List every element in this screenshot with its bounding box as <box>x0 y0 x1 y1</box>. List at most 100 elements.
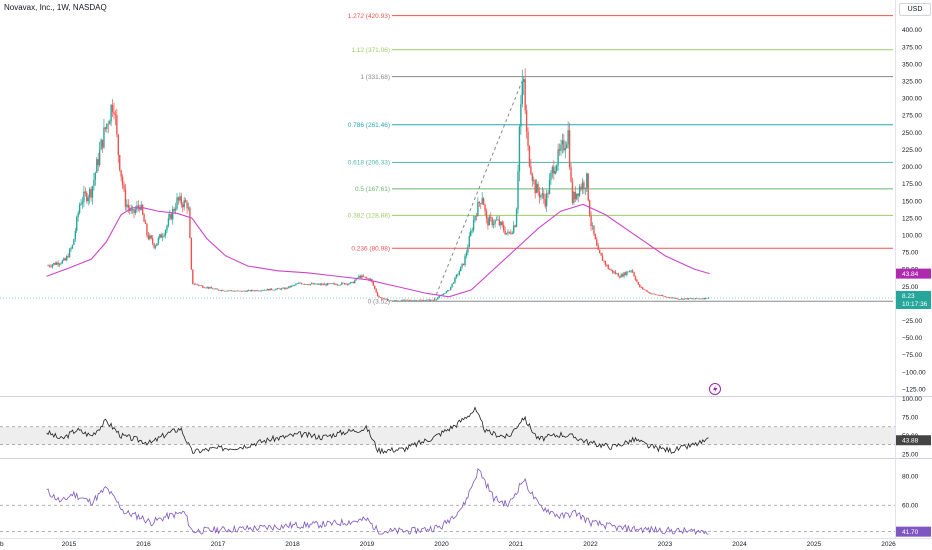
candle-body <box>659 295 661 297</box>
candle-body <box>454 277 456 283</box>
price-axis-tick: −125.00 <box>902 386 926 393</box>
candle-body <box>551 166 554 173</box>
candle-body <box>455 274 458 278</box>
candle-body <box>117 134 119 156</box>
candle-body <box>481 198 483 204</box>
candle-body <box>435 299 438 301</box>
candle-body <box>417 300 419 302</box>
candle-body <box>535 183 538 194</box>
candle-body <box>227 290 230 292</box>
candle-body <box>364 276 366 278</box>
candle-body <box>524 79 526 111</box>
candle-body <box>682 298 684 300</box>
candle-body <box>611 269 614 273</box>
candle-body <box>617 273 619 277</box>
candle-body <box>497 219 499 221</box>
lower-indicator-line <box>46 468 709 536</box>
candle-body <box>263 289 266 291</box>
candle-body <box>180 196 183 205</box>
candle-body <box>594 234 597 240</box>
candle-body <box>329 283 332 285</box>
lightning-icon[interactable] <box>709 383 721 395</box>
last-price-tag-text: 10:17:36 <box>902 301 928 308</box>
candle-body <box>656 294 658 296</box>
candle-body <box>104 127 107 129</box>
candle-body <box>507 231 509 233</box>
candle-body <box>146 223 148 235</box>
candle-body <box>137 205 140 208</box>
candle-body <box>318 283 320 285</box>
candle-body <box>73 238 75 245</box>
candle-body <box>226 290 228 292</box>
candle-body <box>262 290 264 291</box>
lower-indicator-pane[interactable] <box>0 468 895 536</box>
candle-body <box>657 294 660 296</box>
candle-body <box>508 231 511 233</box>
candle-body <box>694 298 697 299</box>
candle-body <box>96 159 98 173</box>
candle-body <box>358 275 360 279</box>
candle-body <box>530 166 532 175</box>
candle-body <box>310 283 313 285</box>
candle-body <box>172 209 174 220</box>
candle-body <box>351 281 353 283</box>
rsi-axis-tick: 25.00 <box>902 452 919 459</box>
candle-body <box>419 299 422 301</box>
candle-body <box>346 283 349 285</box>
candle-body <box>331 283 333 285</box>
candle-body <box>458 271 460 275</box>
candle-body <box>427 299 429 301</box>
candle-body <box>174 208 177 211</box>
candle-body <box>236 290 238 292</box>
candle-body <box>239 290 241 292</box>
candle-body <box>282 287 284 289</box>
price-axis-tick: 175.00 <box>902 181 922 188</box>
candle-body <box>253 290 256 292</box>
candle-body <box>88 189 91 198</box>
candle-body <box>260 290 263 292</box>
candle-body <box>627 271 630 273</box>
candle-body <box>641 287 644 290</box>
candle-body <box>593 225 595 235</box>
candle-body <box>485 211 488 219</box>
candle-body <box>78 204 81 213</box>
currency-button[interactable]: USD <box>899 3 931 16</box>
time-axis-edge-label: b <box>0 541 4 548</box>
candle-body <box>441 294 443 296</box>
candle-body <box>547 193 549 194</box>
candle-body <box>323 283 326 285</box>
candle-body <box>149 235 151 239</box>
candle-body <box>684 298 687 300</box>
candle-body <box>139 207 141 210</box>
candle-body <box>322 283 324 285</box>
candle-body <box>580 186 582 190</box>
candle-body <box>608 268 611 270</box>
price-pane[interactable]: 1.272 (420.93) 1.12 (371.06) 1 (331.68) 0.7… <box>0 13 895 306</box>
candle-body <box>398 300 400 302</box>
lower-value-tag: 41.70 <box>896 526 931 537</box>
rsi-pane[interactable] <box>0 406 895 455</box>
candle-body <box>376 292 379 297</box>
candle-body <box>81 201 84 204</box>
candle-body <box>437 297 439 300</box>
candle-body <box>242 290 244 292</box>
candle-body <box>411 300 413 302</box>
candle-body <box>520 104 522 127</box>
candle-body <box>424 300 426 302</box>
price-axis-tick: 375.00 <box>902 44 922 51</box>
candle-body <box>127 204 130 208</box>
candle-body <box>116 115 118 135</box>
candle-body <box>243 290 246 292</box>
candle-body <box>190 237 193 270</box>
candle-body <box>472 220 475 231</box>
candle-body <box>111 104 114 112</box>
price-axis-tick: 150.00 <box>902 198 922 205</box>
price-axis-tick: 300.00 <box>902 96 922 103</box>
candle-body <box>51 264 54 267</box>
candle-body <box>664 296 667 298</box>
candle-body <box>699 298 701 300</box>
candle-body <box>113 111 115 114</box>
candle-body <box>464 256 466 266</box>
